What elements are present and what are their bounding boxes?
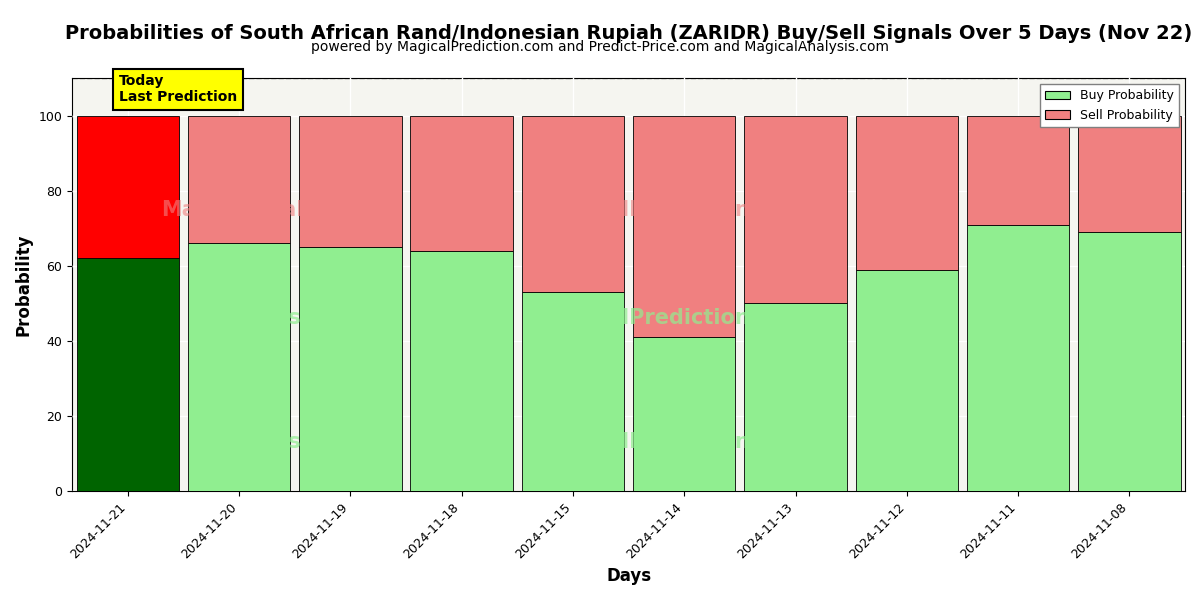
Text: powered by MagicalPrediction.com and Predict-Price.com and MagicalAnalysis.com: powered by MagicalPrediction.com and Pre…: [311, 40, 889, 54]
Bar: [967, 224, 1069, 491]
Bar: [299, 116, 402, 247]
Text: Today
Last Prediction: Today Last Prediction: [119, 74, 238, 104]
Bar: [1078, 232, 1181, 491]
Bar: [522, 292, 624, 491]
Title: Probabilities of South African Rand/Indonesian Rupiah (ZARIDR) Buy/Sell Signals : Probabilities of South African Rand/Indo…: [65, 24, 1193, 43]
Y-axis label: Probability: Probability: [16, 233, 34, 336]
Text: n    MagicalPrediction.com: n MagicalPrediction.com: [496, 308, 806, 328]
Bar: [744, 304, 847, 491]
Bar: [410, 116, 512, 251]
Bar: [77, 259, 179, 491]
Bar: [299, 247, 402, 491]
Bar: [744, 116, 847, 304]
Text: MagicalAnalysis.co: MagicalAnalysis.co: [161, 200, 384, 220]
Legend: Buy Probability, Sell Probability: Buy Probability, Sell Probability: [1040, 84, 1178, 127]
Bar: [1078, 116, 1181, 232]
Text: n    MagicalPrediction.com: n MagicalPrediction.com: [496, 200, 806, 220]
Bar: [188, 244, 290, 491]
Bar: [856, 269, 958, 491]
Bar: [967, 116, 1069, 224]
Text: calAnalysis.co: calAnalysis.co: [190, 432, 355, 452]
Bar: [856, 116, 958, 269]
Bar: [522, 116, 624, 292]
Bar: [634, 116, 736, 337]
Text: n    MagicalPrediction.com: n MagicalPrediction.com: [496, 432, 806, 452]
Bar: [634, 337, 736, 491]
Bar: [188, 116, 290, 244]
Text: calAnalysis.co: calAnalysis.co: [190, 308, 355, 328]
X-axis label: Days: Days: [606, 567, 652, 585]
Bar: [77, 116, 179, 259]
Bar: [410, 251, 512, 491]
